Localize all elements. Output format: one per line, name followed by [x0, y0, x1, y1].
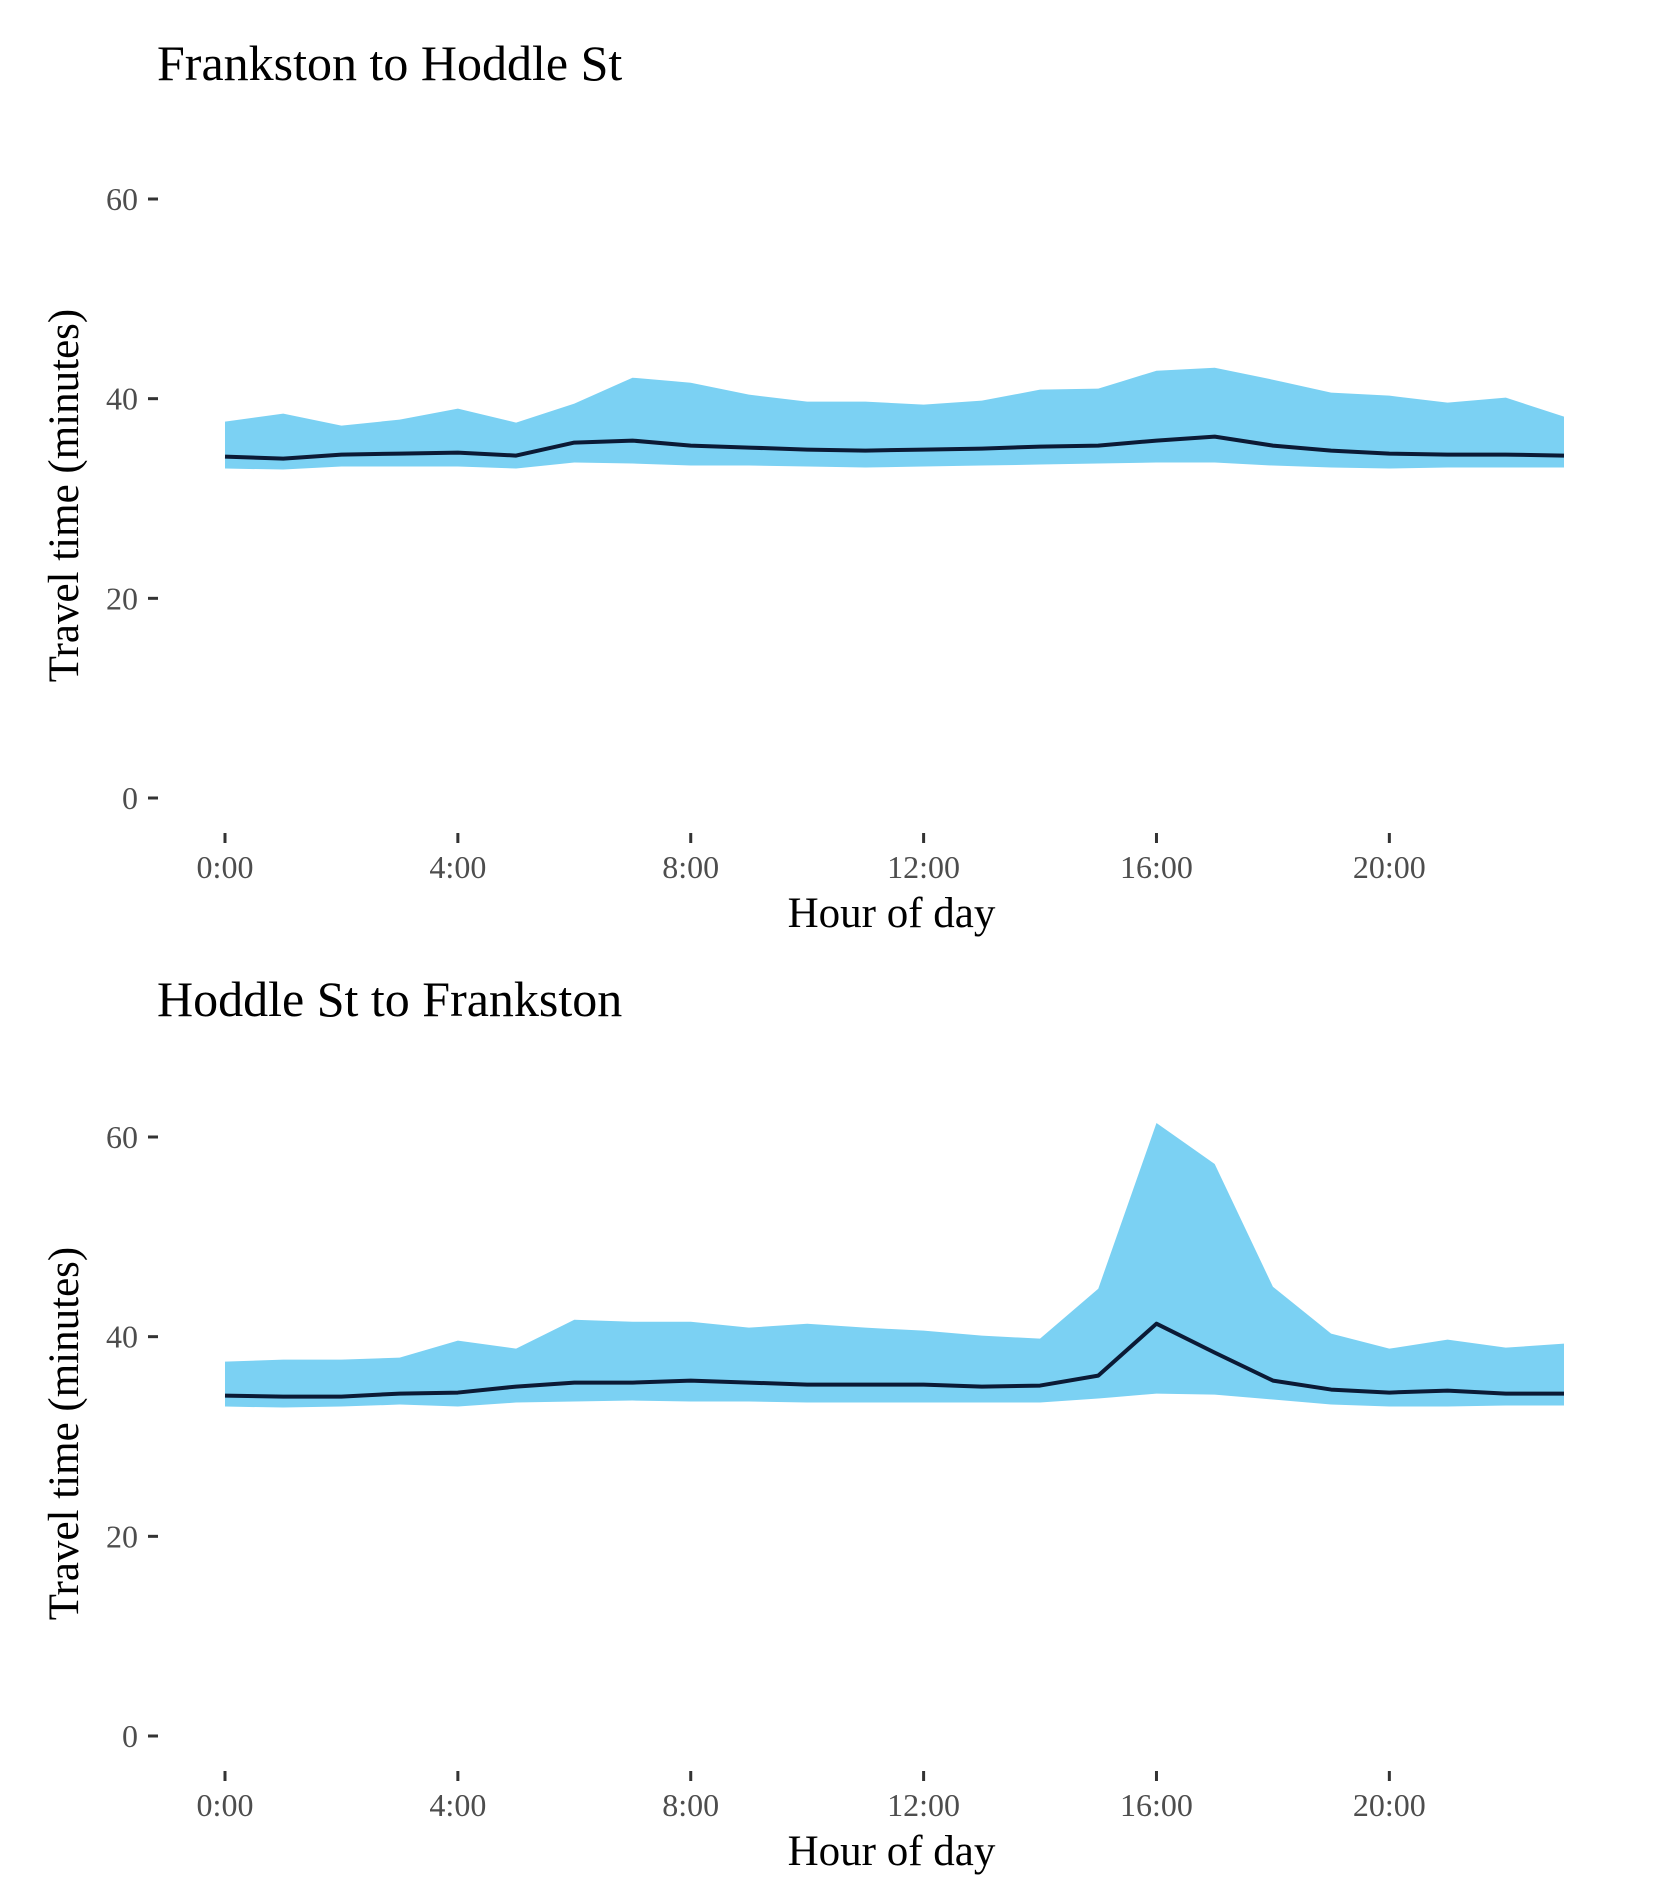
- x-tick-label: 4:00: [429, 849, 486, 885]
- x-axis-label: Hour of day: [788, 1828, 996, 1875]
- x-tick-label: 0:00: [197, 1787, 254, 1823]
- chart-title: Hoddle St to Frankston: [157, 971, 622, 1027]
- y-tick-label: 40: [106, 1319, 138, 1355]
- x-tick-label: 16:00: [1120, 849, 1193, 885]
- x-tick-label: 0:00: [197, 849, 254, 885]
- y-tick-label: 0: [122, 780, 138, 816]
- y-axis-label: Travel time (minutes): [41, 1247, 88, 1620]
- x-tick-label: 12:00: [887, 849, 960, 885]
- y-axis-label: Travel time (minutes): [41, 309, 88, 682]
- y-tick-label: 40: [106, 381, 138, 417]
- x-tick-label: 16:00: [1120, 1787, 1193, 1823]
- chart-panel-1: Frankston to Hoddle St 0 20 40 60 0:00 4:00 8:0…: [41, 35, 1565, 937]
- median-line: [224, 434, 1565, 461]
- x-tick-label: 20:00: [1353, 849, 1426, 885]
- y-tick-label: 60: [106, 1119, 138, 1155]
- x-tick-label: 20:00: [1353, 1787, 1426, 1823]
- chart-panel-2: Hoddle St to Frankston 0 20 40 60 0:00 4:00 8:0…: [41, 971, 1564, 1875]
- median-line: [224, 1321, 1564, 1399]
- x-tick-label: 8:00: [662, 849, 719, 885]
- x-axis-label: Hour of day: [788, 890, 996, 937]
- x-tick-label: 12:00: [887, 1787, 960, 1823]
- range-band: [225, 1123, 1564, 1408]
- x-tick-label: 8:00: [662, 1787, 719, 1823]
- y-tick-label: 20: [106, 580, 138, 616]
- y-tick-label: 0: [122, 1718, 138, 1754]
- y-tick-label: 60: [106, 181, 138, 217]
- y-tick-label: 20: [106, 1518, 138, 1554]
- chart-title: Frankston to Hoddle St: [157, 35, 622, 91]
- x-tick-label: 4:00: [429, 1787, 486, 1823]
